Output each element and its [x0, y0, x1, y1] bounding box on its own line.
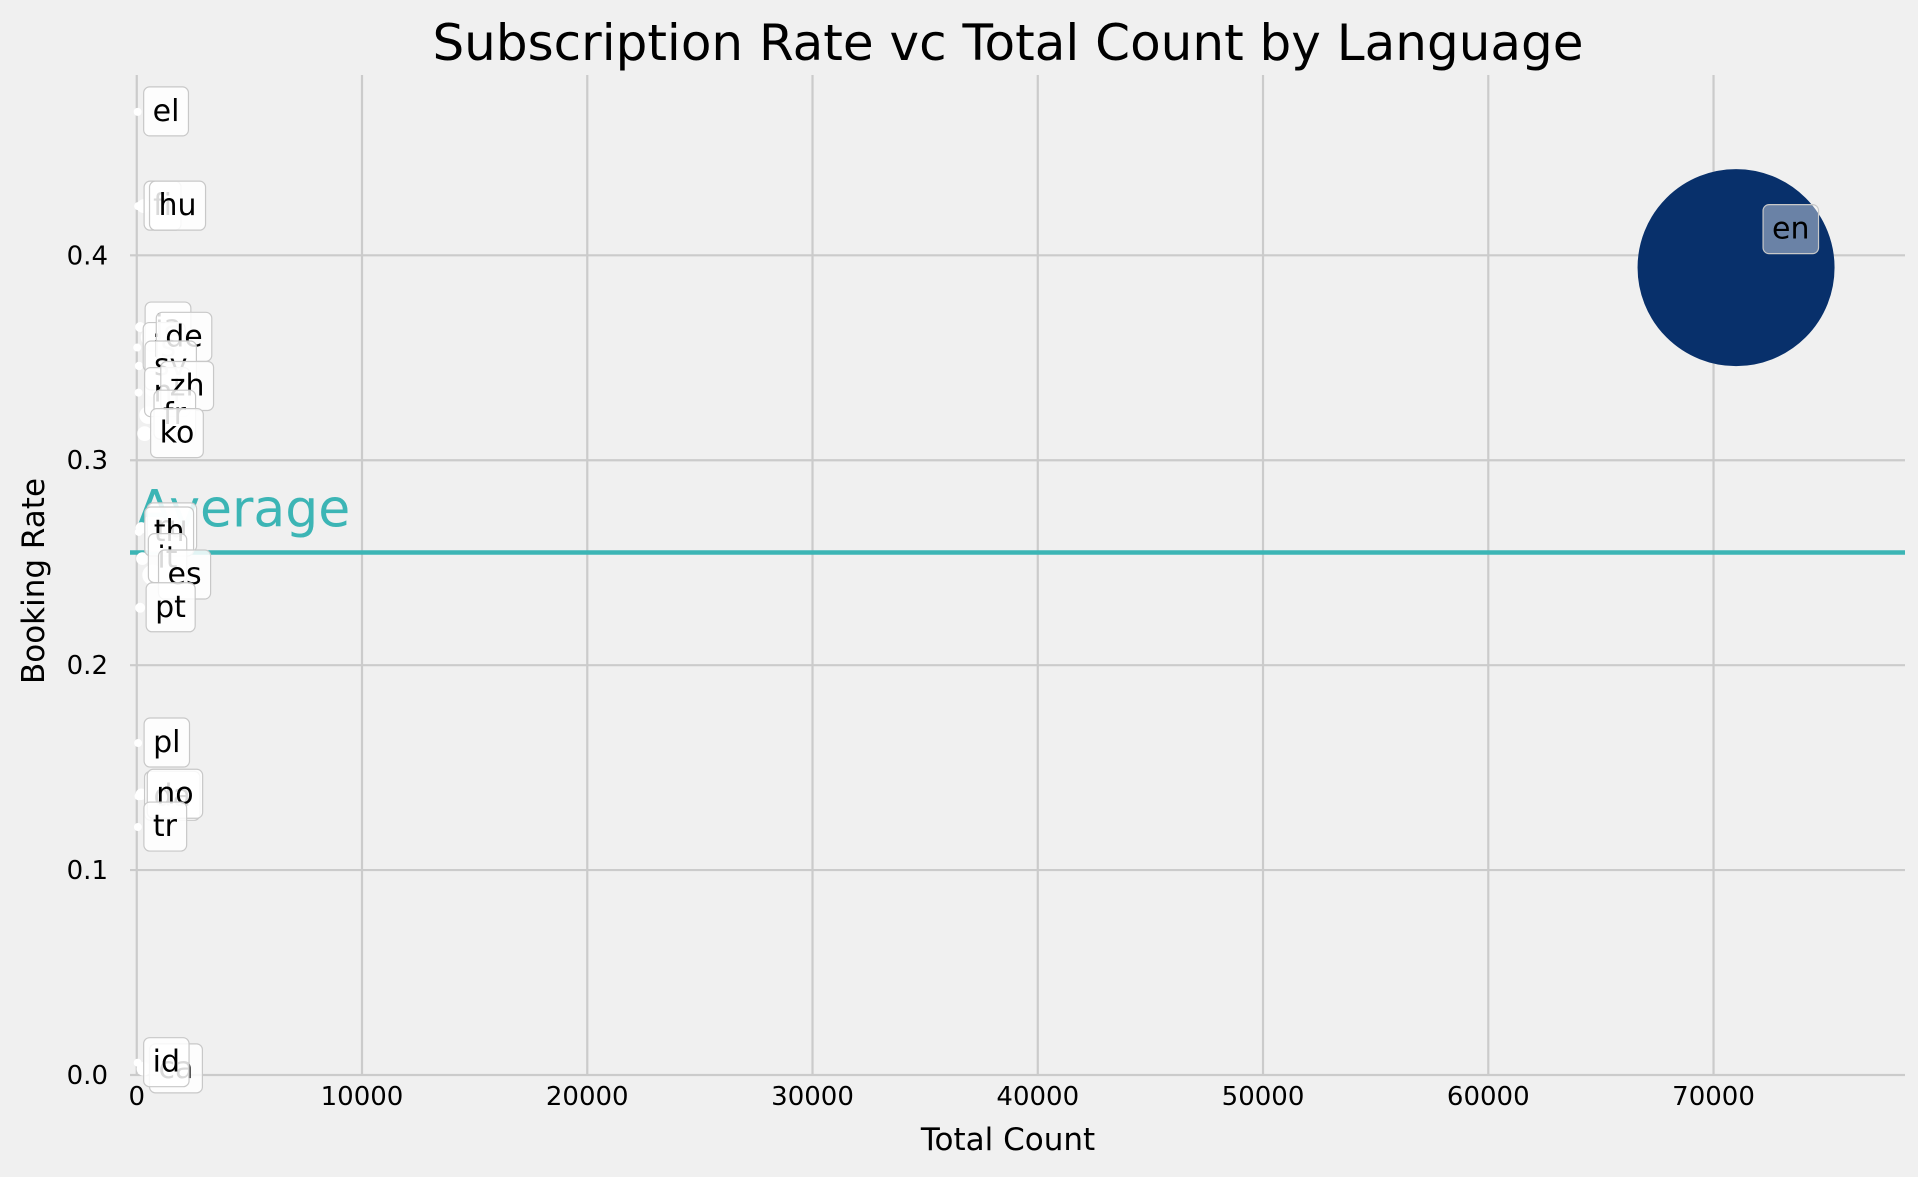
point-label-text: ko [160, 416, 195, 451]
point-label-en: en [1762, 204, 1820, 255]
point-label-text: tr [153, 809, 178, 844]
bubble-tr [133, 823, 142, 832]
y-axis-label: Booking Rate [16, 478, 52, 684]
bubble-el [133, 107, 142, 116]
point-label-pt: pt [145, 582, 196, 633]
point-label-text: hu [159, 188, 197, 223]
x-tick-label: 40000 [996, 1082, 1079, 1112]
bubble-en [1637, 169, 1835, 367]
y-tick-label: 0.0 [67, 1061, 108, 1091]
point-label-text: en [1772, 212, 1809, 247]
grid-lines [130, 75, 1905, 1077]
x-axis-label: Total Count [920, 1122, 1095, 1158]
chart-title: Subscription Rate vc Total Count by Lang… [432, 14, 1583, 72]
point-label-text: id [153, 1045, 180, 1080]
x-tick-label: 20000 [546, 1082, 629, 1112]
point-label-box [145, 582, 196, 633]
bubble-pt [135, 602, 146, 613]
bubble-is [133, 343, 142, 352]
point-label-hu: hu [148, 180, 207, 231]
bubble-nl [134, 388, 143, 397]
bubble-th [134, 527, 143, 536]
bubble-sv [134, 361, 144, 371]
point-label-box [150, 408, 204, 459]
x-tick-label: 60000 [1447, 1082, 1530, 1112]
tick-labels: 0 10000 20000 30000 40000 50000 60000 70000 0.0 0… [67, 241, 1755, 1112]
point-label-text: pl [153, 725, 180, 760]
point-label-text: pt [155, 590, 186, 625]
x-tick-label: 50000 [1222, 1082, 1305, 1112]
x-tick-label: 70000 [1672, 1082, 1755, 1112]
point-label-id: id [143, 1037, 190, 1088]
y-tick-label: 0.1 [67, 856, 108, 886]
point-label-box [1762, 204, 1820, 255]
bubble-ko [137, 426, 153, 441]
point-label-box [143, 717, 191, 768]
point-label-tr: tr [143, 801, 188, 852]
point-label-el: el [143, 86, 190, 137]
bubble-id [133, 1058, 142, 1067]
y-tick-label: 0.2 [67, 651, 108, 681]
x-tick-label: 0 [128, 1082, 145, 1112]
bubble-pl [134, 739, 143, 748]
y-tick-label: 0.3 [67, 446, 108, 476]
y-tick-label: 0.4 [67, 241, 108, 271]
average-line-group: Average [130, 479, 1905, 555]
point-label-box [143, 1037, 190, 1088]
point-labels: enelfihujaisdesvnlzhfrkoruthitesptpldano… [142, 86, 1820, 1094]
bubbles [133, 107, 1835, 1076]
point-label-text: el [153, 94, 180, 129]
x-tick-label: 30000 [771, 1082, 854, 1112]
point-label-ko: ko [150, 408, 204, 459]
point-label-box [148, 180, 207, 231]
x-tick-label: 10000 [321, 1082, 404, 1112]
point-label-box [143, 801, 188, 852]
point-label-pl: pl [143, 717, 191, 768]
point-label-box [143, 86, 190, 137]
